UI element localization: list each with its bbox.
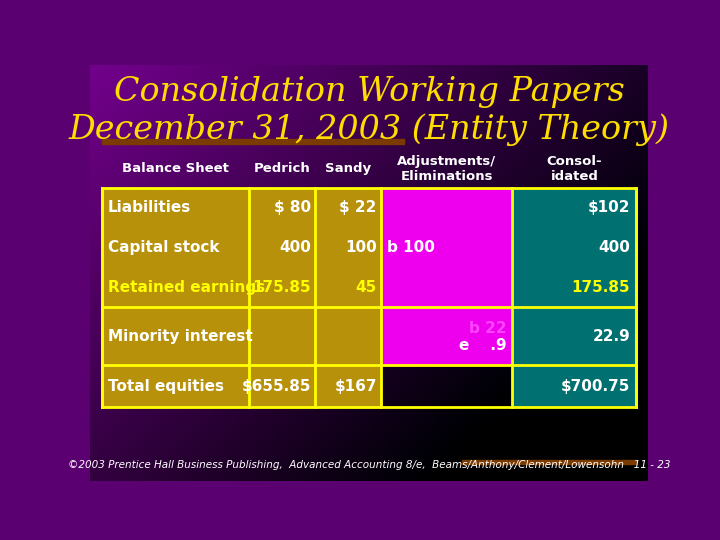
Text: 175.85: 175.85 bbox=[252, 280, 311, 295]
Bar bbox=[513, 365, 636, 408]
Text: 22.9: 22.9 bbox=[593, 329, 630, 344]
Text: b 22: b 22 bbox=[469, 321, 506, 336]
Text: Minority interest: Minority interest bbox=[108, 329, 253, 344]
Text: $167: $167 bbox=[334, 379, 377, 394]
Text: Adjustments/
Eliminations: Adjustments/ Eliminations bbox=[397, 155, 496, 183]
Text: Total equities: Total equities bbox=[108, 379, 224, 394]
Bar bbox=[381, 307, 513, 365]
Bar bbox=[102, 188, 381, 307]
Text: $655.85: $655.85 bbox=[241, 379, 311, 394]
Text: ©2003 Prentice Hall Business Publishing,  Advanced Accounting 8/e,  Beams/Anthon: ©2003 Prentice Hall Business Publishing,… bbox=[68, 460, 670, 470]
Text: Liabilities: Liabilities bbox=[108, 200, 191, 215]
Text: Retained earnings: Retained earnings bbox=[108, 280, 265, 295]
Text: Balance Sheet: Balance Sheet bbox=[122, 162, 229, 176]
Text: b 100: b 100 bbox=[387, 240, 435, 255]
Bar bbox=[102, 365, 381, 408]
Text: $ 80: $ 80 bbox=[274, 200, 311, 215]
Bar bbox=[102, 188, 636, 408]
Text: Pedrich: Pedrich bbox=[253, 162, 310, 176]
Bar bbox=[513, 307, 636, 365]
Text: e    .9: e .9 bbox=[459, 338, 506, 353]
Text: 400: 400 bbox=[279, 240, 311, 255]
Text: Consol-
idated: Consol- idated bbox=[546, 155, 602, 183]
Bar bbox=[381, 188, 513, 307]
Text: $ 22: $ 22 bbox=[339, 200, 377, 215]
Bar bbox=[102, 139, 404, 144]
Text: 400: 400 bbox=[598, 240, 630, 255]
Text: 45: 45 bbox=[356, 280, 377, 295]
Text: $700.75: $700.75 bbox=[561, 379, 630, 394]
Text: 175.85: 175.85 bbox=[572, 280, 630, 295]
Text: Consolidation Working Papers
December 31, 2003 (Entity Theory): Consolidation Working Papers December 31… bbox=[68, 76, 670, 146]
Text: Capital stock: Capital stock bbox=[108, 240, 220, 255]
Bar bbox=[102, 307, 381, 365]
Text: Sandy: Sandy bbox=[325, 162, 371, 176]
Bar bbox=[462, 460, 636, 464]
Text: 100: 100 bbox=[345, 240, 377, 255]
Text: $102: $102 bbox=[588, 200, 630, 215]
Bar bbox=[513, 188, 636, 307]
